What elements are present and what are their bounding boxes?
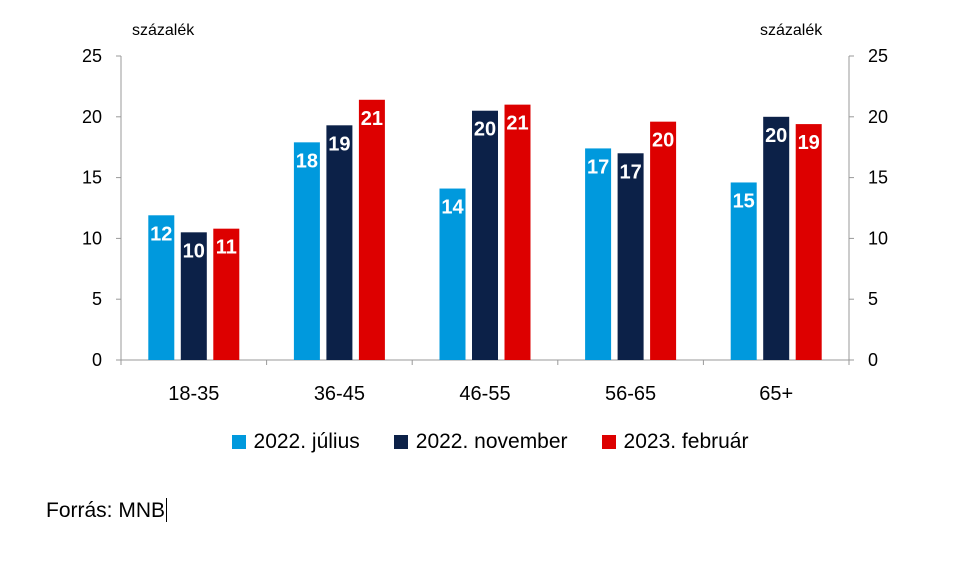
y-tick-label-right: 20 <box>868 107 888 127</box>
y-axis-unit-left: százalék <box>132 22 195 39</box>
legend: 2022. július 2022. november 2023. februá… <box>0 430 980 454</box>
bar <box>617 153 644 360</box>
data-label: 10 <box>183 240 205 262</box>
y-tick-label-right: 5 <box>868 289 878 309</box>
data-label: 19 <box>798 132 820 154</box>
bar <box>180 232 207 360</box>
data-label: 21 <box>361 108 383 130</box>
bar <box>326 125 353 360</box>
data-label: 20 <box>765 125 787 147</box>
bar <box>358 99 385 360</box>
legend-label-series-0: 2022. július <box>253 430 360 453</box>
y-tick-label-right: 10 <box>868 228 888 248</box>
bar <box>730 182 757 360</box>
y-tick-label-left: 10 <box>82 228 102 248</box>
bar <box>585 148 612 360</box>
data-label: 17 <box>587 156 609 178</box>
data-label: 20 <box>474 119 496 141</box>
data-label: 21 <box>506 113 528 135</box>
data-label: 14 <box>441 197 464 219</box>
x-tick-label: 65+ <box>759 383 793 405</box>
x-tick-label: 36-45 <box>314 383 365 405</box>
legend-swatch-series-1 <box>393 435 408 449</box>
text-cursor <box>166 498 168 522</box>
bar <box>439 188 466 360</box>
data-label: 17 <box>619 161 641 183</box>
bar <box>504 104 531 360</box>
source-note: Forrás: MNB <box>46 498 168 523</box>
y-tick-label-left: 25 <box>82 46 102 66</box>
y-tick-label-left: 0 <box>92 350 102 370</box>
data-label: 11 <box>216 237 237 259</box>
source-text: Forrás: MNB <box>46 499 166 522</box>
data-label: 20 <box>652 130 674 152</box>
bar <box>472 110 498 360</box>
legend-label-series-1: 2022. november <box>415 430 568 453</box>
y-tick-label-right: 25 <box>868 46 888 66</box>
y-tick-label-left: 5 <box>92 289 102 309</box>
legend-item-series-2: 2023. február <box>601 430 749 454</box>
x-tick-label: 56-65 <box>605 383 656 405</box>
bar <box>795 124 822 360</box>
y-tick-label-left: 20 <box>82 107 102 127</box>
y-tick-label-left: 15 <box>82 168 102 188</box>
legend-swatch-series-0 <box>231 435 246 449</box>
bar-chart: 0 5 10 15 20 25 0 5 10 15 20 25 18-35 12 10 11 36-45 18 19… <box>82 46 888 405</box>
y-tick-label-right: 15 <box>868 168 888 188</box>
x-tick-label: 18-35 <box>168 383 219 405</box>
legend-swatch-series-2 <box>601 435 616 449</box>
data-label: 12 <box>150 223 172 245</box>
legend-item-series-1: 2022. november <box>393 430 568 454</box>
y-axis-unit-right: százalék <box>760 22 823 39</box>
legend-label-series-2: 2023. február <box>623 430 749 453</box>
data-label: 15 <box>733 190 755 212</box>
bar <box>148 215 175 360</box>
bar <box>293 142 320 360</box>
data-label: 18 <box>296 150 318 172</box>
x-tick-label: 46-55 <box>459 383 510 405</box>
bar <box>650 121 677 360</box>
legend-item-series-0: 2022. július <box>231 430 360 454</box>
bar <box>763 116 790 360</box>
bar <box>213 228 240 360</box>
y-tick-label-right: 0 <box>868 350 878 370</box>
data-label: 19 <box>328 133 350 155</box>
